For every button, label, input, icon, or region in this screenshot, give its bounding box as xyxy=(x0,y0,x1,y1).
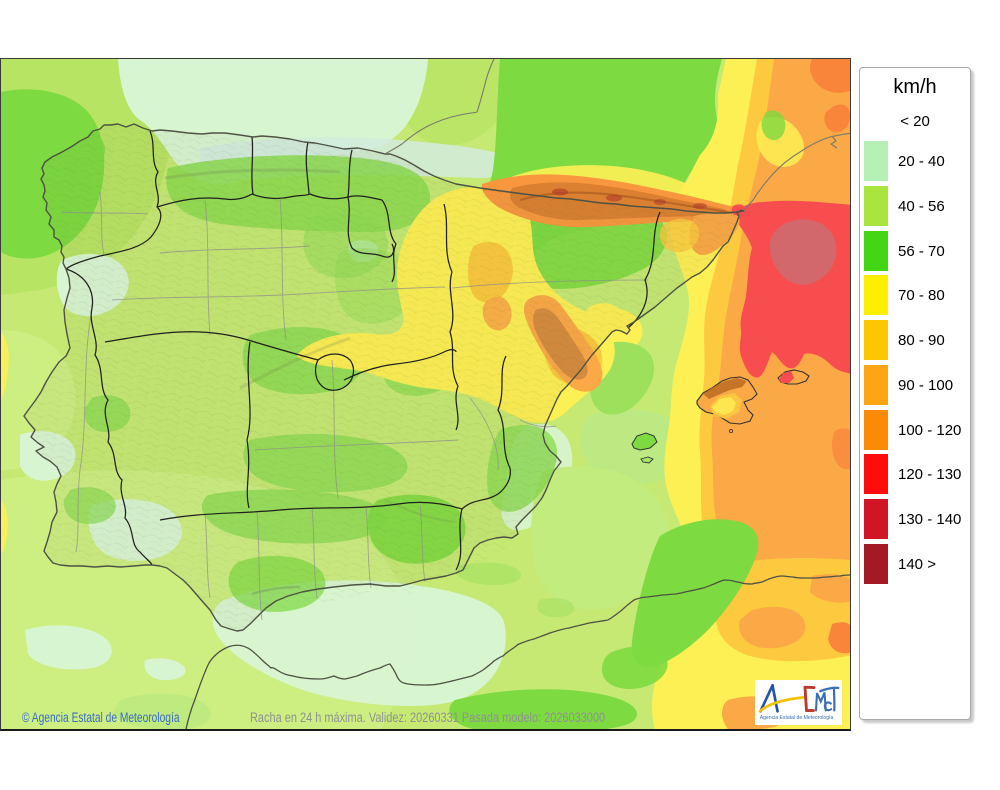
svg-text:Agencia Estatal de Meteorologí: Agencia Estatal de Meteorología xyxy=(760,715,834,721)
